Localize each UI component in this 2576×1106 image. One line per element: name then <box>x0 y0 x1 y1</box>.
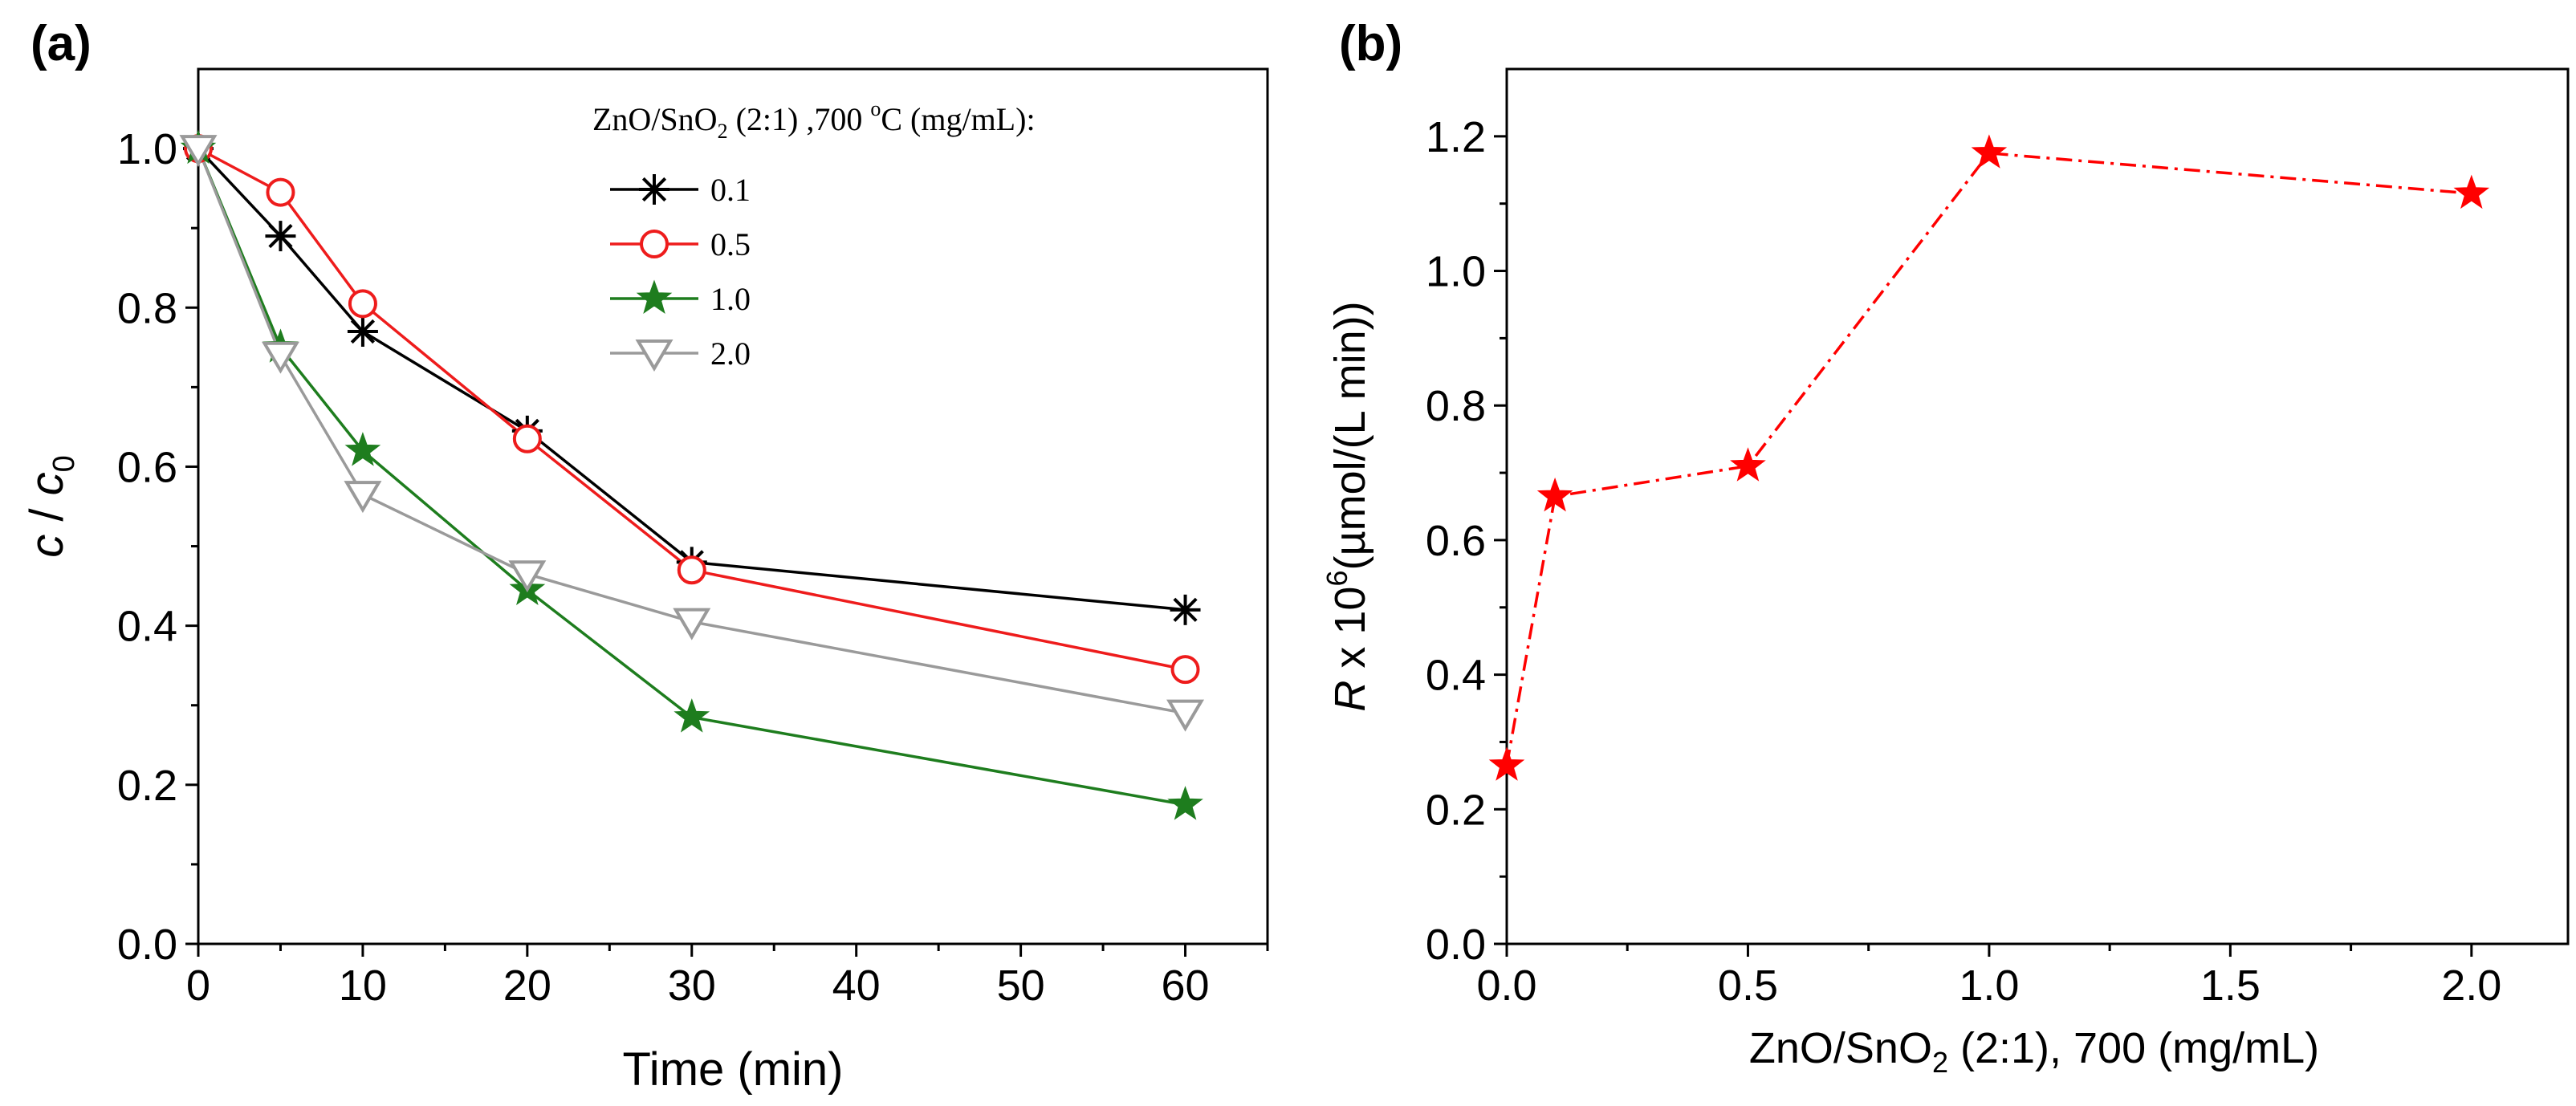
panel-a-x-tick-label: 0 <box>186 962 210 1010</box>
data-point-1.0 <box>674 698 710 733</box>
legend-label-0.1: 0.1 <box>710 172 751 208</box>
data-point-0.1 <box>347 316 378 347</box>
data-point-0.5 <box>348 289 377 319</box>
panel-b-y-tick-label: 1.0 <box>1426 248 1486 296</box>
panel-a-x-axis: 0 10 20 30 40 50 60 <box>186 944 1269 1010</box>
panel-b-x-tick-label: 1.5 <box>2200 962 2261 1010</box>
panel-a-x-tick-label: 40 <box>832 962 881 1010</box>
data-point-R <box>2453 174 2490 209</box>
panel-b-y-axis-title: R x 106(µmol/(L min)) <box>1321 301 1374 711</box>
panel-b-label: (b) <box>1339 16 1402 71</box>
data-point-2.0 <box>344 481 382 514</box>
panel-b-x-axis-title: ZnO/SnO2 (2:1), 700 (mg/mL) <box>1749 1024 2319 1079</box>
data-point-R <box>1488 746 1525 781</box>
legend-marker-0.5 <box>640 230 669 258</box>
panel-b-line-chart: (b) 0.0 0.2 0.4 0.6 0.8 1.0 1.2 0.0 0.5 1.0 1.5 2.… <box>1321 16 2570 1079</box>
panel-a-y-axis-title: c / c0 <box>21 455 81 557</box>
panel-a-x-tick-label: 60 <box>1161 962 1209 1010</box>
series-line-0.1 <box>197 147 1186 612</box>
data-point-0.5 <box>512 424 542 453</box>
panel-a-y-tick-label: 0.0 <box>117 921 177 969</box>
panel-b-x-tick-label: 0.0 <box>1476 962 1536 1010</box>
panel-b-x-tick-label: 1.0 <box>1959 962 2019 1010</box>
panel-b-x-tick-label: 0.5 <box>1718 962 1778 1010</box>
panel-b-x-tick-label: 2.0 <box>2441 962 2501 1010</box>
series-line-1.0 <box>197 148 1186 807</box>
data-point-2.0 <box>261 341 299 374</box>
panel-a-x-tick-label: 10 <box>339 962 387 1010</box>
panel-b-y-tick-label: 0.4 <box>1426 652 1486 700</box>
legend-marker-2.0 <box>635 340 674 372</box>
panel-a-legend: ZnO/SnO2 (2:1) ,700 oC (mg/mL): 0.1 0.5 1.… <box>592 97 1036 372</box>
panel-a-y-tick-label: 0.4 <box>117 603 177 651</box>
panel-b-y-tick-label: 1.2 <box>1426 113 1486 161</box>
legend-marker-0.1 <box>639 174 669 205</box>
panel-b-y-tick-label: 0.2 <box>1426 786 1486 834</box>
panel-a-x-tick-label: 20 <box>503 962 551 1010</box>
data-point-2.0 <box>179 135 218 168</box>
legend-label-1.0: 1.0 <box>710 281 751 317</box>
panel-a-x-axis-title: Time (min) <box>623 1043 844 1096</box>
panel-a-label: (a) <box>31 16 92 71</box>
panel-a-y-tick-label: 0.6 <box>117 443 177 491</box>
panel-a-x-tick-label: 50 <box>997 962 1045 1010</box>
panel-b-series-group <box>1488 134 2490 781</box>
series-line-2.0 <box>197 148 1186 715</box>
panel-a-y-axis: 0.0 0.2 0.4 0.6 0.8 1.0 <box>117 125 198 969</box>
series-line-0.5 <box>197 147 1186 671</box>
panel-a-x-tick-label: 30 <box>668 962 716 1010</box>
legend-label-0.5: 0.5 <box>710 226 751 262</box>
data-point-0.5 <box>266 177 295 207</box>
legend-marker-1.0 <box>636 279 673 314</box>
data-point-R <box>1971 134 2008 169</box>
data-point-1.0 <box>1167 786 1203 820</box>
data-point-0.5 <box>1170 655 1200 685</box>
data-point-0.5 <box>677 555 706 585</box>
data-point-1.0 <box>344 432 381 466</box>
panel-b-y-tick-label: 0.8 <box>1426 382 1486 430</box>
panel-a-y-tick-label: 0.8 <box>117 284 177 332</box>
data-point-2.0 <box>673 608 711 640</box>
panel-b-y-tick-label: 0.0 <box>1426 921 1486 969</box>
panel-a-line-chart: (a) 0.0 0.2 0.4 0.6 0.8 1.0 0 10 20 30 40 50 60 Tim… <box>21 16 1269 1096</box>
panel-a-y-tick-label: 0.2 <box>117 762 177 810</box>
data-point-R <box>1536 477 1573 512</box>
data-point-2.0 <box>1166 699 1205 732</box>
data-point-R <box>1730 447 1766 482</box>
data-point-0.1 <box>265 221 296 252</box>
panel-a-legend-entries: 0.1 0.5 1.0 2.0 <box>610 172 751 372</box>
panel-a-legend-title: ZnO/SnO2 (2:1) ,700 oC (mg/mL): <box>592 97 1036 143</box>
data-point-2.0 <box>508 560 547 593</box>
legend-label-2.0: 2.0 <box>710 335 751 372</box>
panel-a-plot-frame <box>197 67 1269 945</box>
panel-b-x-axis: 0.0 0.5 1.0 1.5 2.0 <box>1476 944 2501 1010</box>
panel-a-y-tick-label: 1.0 <box>117 125 177 173</box>
data-point-0.1 <box>1170 594 1201 625</box>
panel-b-y-axis: 0.0 0.2 0.4 0.6 0.8 1.0 1.2 <box>1426 113 1507 969</box>
panel-b-plot-frame <box>1505 67 2570 945</box>
panel-a-series-group <box>179 129 1205 820</box>
panel-b-y-tick-label: 0.6 <box>1426 517 1486 565</box>
series-line-R <box>1505 151 2472 766</box>
